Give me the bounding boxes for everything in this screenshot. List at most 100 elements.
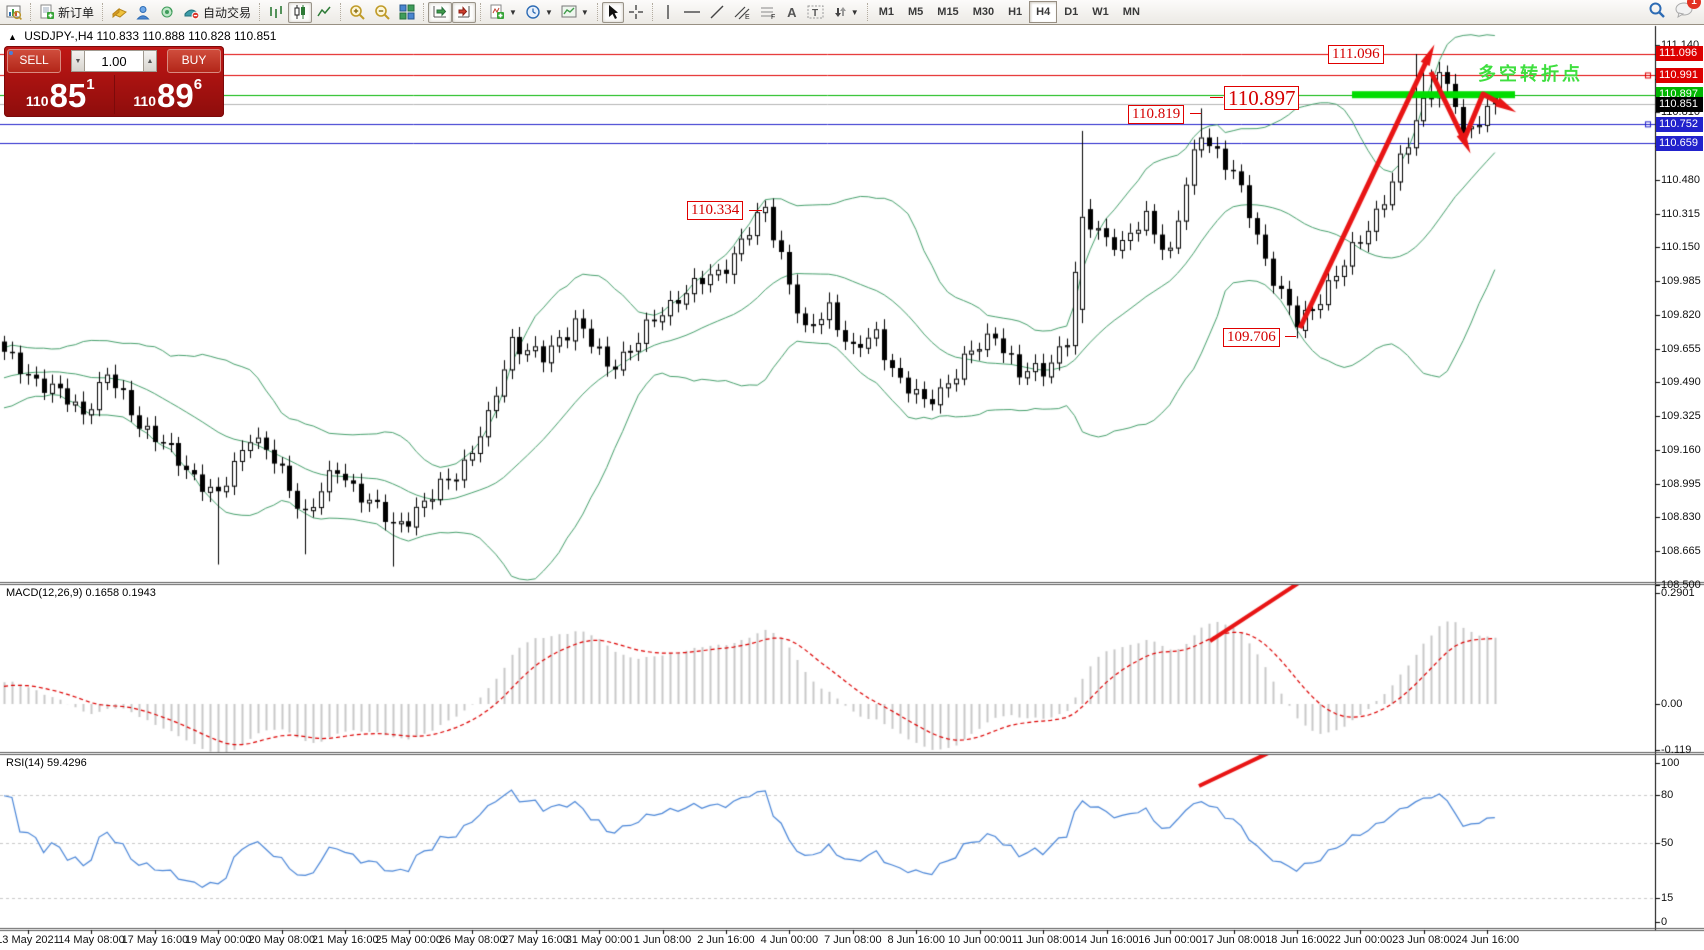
price-marker-110.851: 110.851 bbox=[1656, 96, 1703, 112]
horizontal-line-button[interactable] bbox=[679, 2, 705, 23]
macd-tick-0.2901: 0.2901 bbox=[1661, 587, 1695, 599]
dropdown-caret-icon: ▼ bbox=[509, 7, 517, 17]
panel-anchor-dot bbox=[9, 51, 13, 55]
rsi-tick-80: 80 bbox=[1661, 788, 1674, 801]
callout-connector bbox=[749, 210, 762, 211]
toolbar-grip bbox=[423, 3, 425, 21]
volume-input[interactable] bbox=[85, 50, 143, 72]
text-label-button[interactable]: T bbox=[803, 2, 829, 23]
autotrading-icon bbox=[183, 5, 200, 20]
tab-mn[interactable]: MN bbox=[1122, 6, 1140, 18]
time-label: 18 Jun 16:00 bbox=[1265, 934, 1329, 946]
toolbar-grip bbox=[596, 3, 598, 21]
time-label: 14 Jun 16:00 bbox=[1074, 934, 1139, 946]
cursor-button[interactable] bbox=[601, 1, 624, 23]
price-tick-110.315: 110.315 bbox=[1661, 207, 1700, 220]
crosshair-icon bbox=[628, 4, 644, 20]
bid-price[interactable]: 110 85 1 bbox=[7, 75, 115, 114]
rsi-tick-50: 50 bbox=[1661, 836, 1674, 849]
tab-d1[interactable]: D1 bbox=[1064, 6, 1079, 18]
rsi-tick-100: 100 bbox=[1661, 757, 1680, 769]
text-icon: A bbox=[787, 4, 797, 20]
tab-m15[interactable]: M15 bbox=[937, 6, 959, 18]
callout-110819[interactable]: 110.819 bbox=[1128, 105, 1185, 124]
collapse-quote-icon[interactable]: ▲ bbox=[8, 32, 17, 42]
zoom-out-button[interactable] bbox=[370, 2, 395, 23]
tab-m30[interactable]: M30 bbox=[972, 6, 995, 18]
tab-w1[interactable]: W1 bbox=[1092, 6, 1109, 18]
fibonacci-button[interactable]: F bbox=[755, 2, 781, 23]
callout-109706[interactable]: 109.706 bbox=[1223, 328, 1280, 347]
time-label: 16 Jun 00:00 bbox=[1138, 934, 1202, 946]
time-label: 11 Jun 08:00 bbox=[1011, 934, 1075, 946]
periods-button[interactable]: ▼ bbox=[521, 2, 557, 23]
tab-h1[interactable]: H1 bbox=[1008, 6, 1023, 18]
community-button[interactable] bbox=[132, 2, 155, 23]
ask-price[interactable]: 110 89 6 bbox=[133, 76, 203, 114]
autoscroll-icon bbox=[432, 4, 448, 20]
time-label: 26 May 08:00 bbox=[438, 934, 506, 946]
svg-text:F: F bbox=[771, 14, 775, 20]
line-chart-icon bbox=[316, 4, 332, 20]
chart-window-button[interactable] bbox=[2, 2, 26, 23]
svg-text:E: E bbox=[745, 14, 750, 20]
tab-h4[interactable]: H4 bbox=[1029, 1, 1058, 23]
tab-m1[interactable]: M1 bbox=[878, 6, 894, 18]
sell-button[interactable]: SELL bbox=[7, 49, 61, 73]
trend-note-text[interactable]: 多空转折点 bbox=[1478, 64, 1583, 84]
price-marker-111.096: 111.096 bbox=[1656, 46, 1703, 62]
callout-110334[interactable]: 110.334 bbox=[687, 201, 744, 220]
callout-110897[interactable]: 110.897 bbox=[1224, 86, 1300, 110]
new-order-icon bbox=[39, 4, 55, 20]
chart-shift-button[interactable] bbox=[452, 1, 477, 23]
text-button[interactable]: A bbox=[781, 2, 803, 23]
toolbar-grip bbox=[102, 3, 104, 21]
trendline-button[interactable] bbox=[705, 2, 729, 23]
buy-button[interactable]: BUY bbox=[167, 49, 221, 73]
shapes-button[interactable]: ▼ bbox=[829, 2, 863, 23]
price-tick-109.655: 109.655 bbox=[1661, 342, 1701, 355]
rsi-tick-15: 15 bbox=[1661, 892, 1674, 905]
time-label: 10 Jun 00:00 bbox=[947, 934, 1012, 946]
zoom-in-button[interactable] bbox=[345, 2, 370, 23]
mql5-button[interactable] bbox=[107, 2, 132, 23]
search-icon[interactable] bbox=[1648, 1, 1666, 24]
bar-chart-button[interactable] bbox=[264, 2, 288, 23]
price-tick-109.985: 109.985 bbox=[1661, 275, 1701, 288]
volume-stepper: ▼ ▲ bbox=[71, 50, 157, 72]
rsi-tick-0: 0 bbox=[1661, 916, 1668, 928]
channel-button[interactable]: E bbox=[729, 2, 755, 23]
chart-shift-icon bbox=[456, 4, 472, 20]
time-label: 31 May 00:00 bbox=[565, 934, 633, 946]
new-order-button[interactable]: 新订单 bbox=[35, 2, 98, 23]
line-chart-button[interactable] bbox=[312, 2, 336, 23]
dropdown-caret-icon: ▼ bbox=[544, 7, 553, 17]
price-tick-108.830: 108.830 bbox=[1661, 511, 1701, 524]
time-label: 20 May 08:00 bbox=[248, 934, 316, 946]
tile-windows-button[interactable] bbox=[395, 2, 419, 23]
price-marker-110.752: 110.752 bbox=[1656, 116, 1703, 132]
news-button[interactable] bbox=[155, 2, 179, 23]
time-label: 22 Jun 00:00 bbox=[1328, 934, 1393, 946]
templates-button[interactable]: ▼ bbox=[557, 2, 593, 23]
indicators-button[interactable]: ▼ bbox=[485, 2, 521, 23]
price-tick-109.820: 109.820 bbox=[1661, 308, 1701, 321]
crosshair-button[interactable] bbox=[624, 2, 648, 23]
volume-up-button[interactable]: ▲ bbox=[143, 50, 157, 72]
toolbar-grip bbox=[30, 3, 31, 21]
notifications-button[interactable]: 1 bbox=[1674, 0, 1701, 23]
price-tick-108.995: 108.995 bbox=[1661, 477, 1701, 490]
callout-111096[interactable]: 111.096 bbox=[1328, 45, 1384, 64]
autotrading-button[interactable]: 自动交易 bbox=[179, 2, 255, 23]
candlestick-button[interactable] bbox=[288, 1, 313, 23]
dropdown-caret-icon: ▼ bbox=[580, 7, 589, 17]
time-label: 2 Jun 16:00 bbox=[697, 934, 755, 946]
bars-icon bbox=[268, 4, 284, 20]
autoscroll-button[interactable] bbox=[428, 1, 453, 23]
vertical-line-button[interactable] bbox=[657, 2, 679, 23]
tab-m5[interactable]: M5 bbox=[908, 6, 924, 18]
new-order-label: 新订单 bbox=[58, 5, 95, 20]
time-label: 27 May 16:00 bbox=[502, 934, 569, 946]
volume-down-button[interactable]: ▼ bbox=[71, 50, 85, 72]
